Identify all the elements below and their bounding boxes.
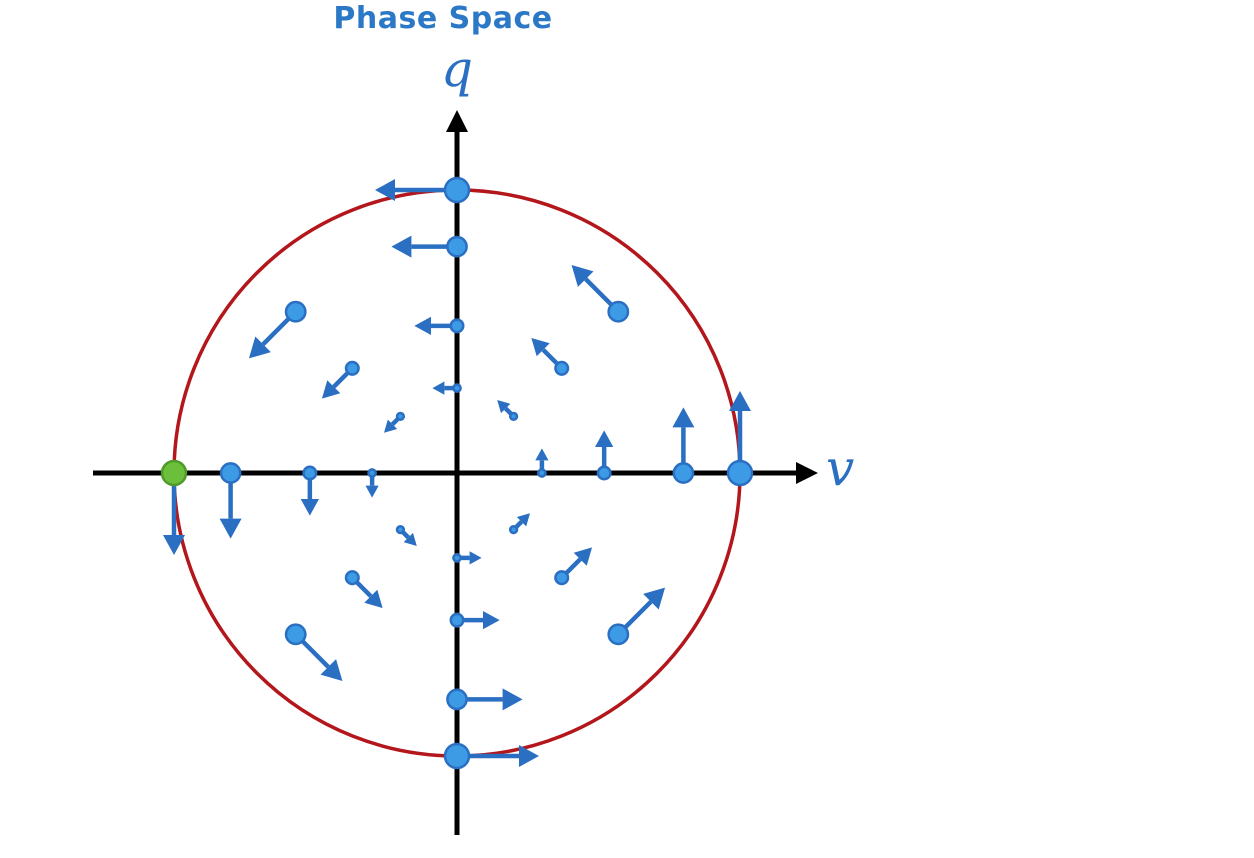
vector-arrow xyxy=(284,623,343,682)
vector-arrow xyxy=(432,381,462,395)
highlight-point xyxy=(160,459,188,487)
vector-arrow xyxy=(571,264,630,323)
vector-arrow xyxy=(726,391,754,487)
arrow-head xyxy=(483,611,500,630)
vector-arrow xyxy=(446,688,523,711)
vector-arrow xyxy=(497,400,519,422)
phase-point xyxy=(607,623,630,646)
arrow-head xyxy=(516,513,530,527)
vector-arrow xyxy=(607,587,666,646)
phase-point xyxy=(452,553,462,563)
arrow-head xyxy=(497,400,511,414)
arrow-head xyxy=(219,518,242,539)
vector-arrow xyxy=(449,611,500,630)
vector-arrow xyxy=(248,300,307,359)
vector-arrow xyxy=(384,411,406,433)
phase-point xyxy=(443,176,471,204)
vector-arrow xyxy=(452,551,482,565)
phase-point xyxy=(452,383,462,393)
arrow-head xyxy=(432,381,445,395)
vector-arrow xyxy=(508,513,530,535)
phase-point xyxy=(395,411,406,422)
vector-arrow xyxy=(160,459,188,555)
phase-point xyxy=(443,742,471,770)
vector-arrow xyxy=(535,448,549,478)
v-axis-label: v xyxy=(826,439,854,497)
phase-point xyxy=(284,623,307,646)
phase-point xyxy=(446,235,468,258)
arrow-head xyxy=(729,391,751,411)
phase-point xyxy=(607,300,630,323)
phase-point xyxy=(672,462,695,484)
vector-arrow xyxy=(321,360,360,399)
arrow-head xyxy=(643,587,666,610)
arrow-head xyxy=(163,535,185,555)
phase-point xyxy=(284,300,307,323)
arrow-head xyxy=(300,499,319,516)
arrow-head xyxy=(364,589,383,609)
vector-field xyxy=(160,176,754,770)
arrow-head xyxy=(571,264,594,287)
arrow-head xyxy=(414,316,431,335)
phase-point xyxy=(344,360,360,376)
arrow-head xyxy=(365,485,379,498)
diagram-title: Phase Space xyxy=(333,1,553,36)
vector-arrow xyxy=(365,468,379,498)
arrow-head xyxy=(502,688,523,711)
phase-point xyxy=(344,570,360,586)
phase-point xyxy=(726,459,754,487)
arrow-head xyxy=(531,337,550,357)
arrow-head xyxy=(391,235,412,258)
arrow-head xyxy=(469,551,482,565)
phase-point xyxy=(554,570,570,586)
arrow-head xyxy=(403,532,417,546)
vector-arrow xyxy=(375,176,471,204)
phase-point xyxy=(508,524,519,535)
q-axis-arrowhead xyxy=(446,110,468,132)
arrow-head xyxy=(573,547,593,566)
arrow-head xyxy=(535,448,549,461)
arrow-head xyxy=(320,659,343,682)
arrow-head xyxy=(375,179,395,201)
phase-point xyxy=(302,465,318,481)
phase-point xyxy=(367,468,377,478)
phase-point xyxy=(508,411,519,422)
vector-arrow xyxy=(443,742,539,770)
phase-point xyxy=(395,524,406,535)
vector-arrow xyxy=(554,547,593,586)
phase-point xyxy=(554,360,570,376)
vector-arrow xyxy=(595,430,614,481)
phase-point xyxy=(446,688,468,711)
q-axis-label: q xyxy=(441,40,473,98)
vector-arrow xyxy=(344,570,383,609)
vector-arrow xyxy=(219,462,242,539)
arrow-head xyxy=(248,336,271,359)
vector-arrow xyxy=(531,337,570,376)
phase-point xyxy=(219,462,242,484)
arrow-head xyxy=(321,380,341,399)
arrow-head xyxy=(672,407,695,428)
phase-point xyxy=(449,318,465,334)
vector-arrow xyxy=(391,235,468,258)
vector-arrow xyxy=(300,465,319,516)
phase-point xyxy=(537,468,547,478)
v-axis-arrowhead xyxy=(796,462,818,484)
vector-arrow xyxy=(414,316,465,335)
phase-point xyxy=(449,612,465,628)
arrow-head xyxy=(384,419,398,433)
vector-arrow xyxy=(395,524,417,546)
vector-arrow xyxy=(672,407,695,484)
arrow-head xyxy=(519,745,539,767)
arrow-head xyxy=(595,430,614,447)
phase-point xyxy=(596,465,612,481)
